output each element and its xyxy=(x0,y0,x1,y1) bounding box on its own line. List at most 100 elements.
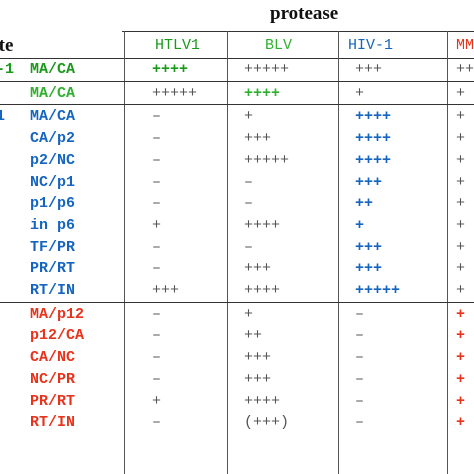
row-cleavage-value: ++++ xyxy=(244,216,281,234)
row-cleavage-value: +++ xyxy=(244,130,272,148)
row-site-label: NC/PR xyxy=(30,370,76,388)
row-cleavage-value: + xyxy=(355,216,365,234)
row-cleavage-value: – xyxy=(152,151,162,169)
row-site-label: MA/CA xyxy=(30,108,76,126)
row-site-label: MA/CA xyxy=(30,84,76,102)
row-site-label: p2/NC xyxy=(30,151,76,169)
row-site-label: CA/NC xyxy=(30,349,76,367)
row-cleavage-value: (+++) xyxy=(244,414,290,432)
row-cleavage-value: – xyxy=(152,108,162,126)
row-cleavage-value: + xyxy=(244,108,254,126)
row-site-label: CA/p2 xyxy=(30,130,76,148)
row-cleavage-value: + xyxy=(152,216,162,234)
row-cleavage-value: +++ xyxy=(244,349,272,367)
row-cleavage-value: +++ xyxy=(244,370,272,388)
table-title: protease xyxy=(270,3,339,24)
row-cleavage-value: ++++ xyxy=(244,282,281,299)
protease-header-hiv-1: HIV-1 xyxy=(348,37,394,54)
row-cleavage-value: + xyxy=(456,108,466,126)
row-cleavage-value: ++ xyxy=(456,61,474,78)
row-cleavage-value: – xyxy=(355,370,365,388)
row-site-label: RT/IN xyxy=(30,414,76,432)
row-cleavage-value: ++++ xyxy=(355,108,392,126)
row-cleavage-value: + xyxy=(456,282,466,299)
row-cleavage-value: ++++ xyxy=(244,84,281,102)
row-cleavage-value: + xyxy=(456,216,466,234)
row-cleavage-value: – xyxy=(355,305,365,323)
row-site-label: MA/p12 xyxy=(30,305,85,323)
row-prefix: 1 xyxy=(0,108,6,126)
row-cleavage-value: – xyxy=(152,349,162,367)
row-site-label: PR/RT xyxy=(30,392,76,410)
row-cleavage-value: – xyxy=(152,414,162,432)
protease-header-htlv1: HTLV1 xyxy=(155,37,201,54)
row-cleavage-value: + xyxy=(456,327,466,345)
row-prefix: -1 xyxy=(0,61,15,78)
row-cleavage-value: + xyxy=(355,84,365,102)
row-site-label: PR/RT xyxy=(30,260,76,278)
row-cleavage-value: + xyxy=(244,305,254,323)
row-cleavage-value: – xyxy=(152,238,162,256)
column-separator xyxy=(124,31,125,474)
row-cleavage-value: ++++ xyxy=(244,392,281,410)
row-cleavage-value: + xyxy=(456,370,466,388)
row-cleavage-value: + xyxy=(456,84,466,102)
row-cleavage-value: + xyxy=(456,173,466,191)
column-separator xyxy=(227,31,228,474)
row-cleavage-value: + xyxy=(456,392,466,410)
row-site-label: MA/CA xyxy=(30,61,76,78)
row-cleavage-value: – xyxy=(152,327,162,345)
row-site-label: TF/PR xyxy=(30,238,76,256)
row-site-label: p1/p6 xyxy=(30,195,76,213)
row-cleavage-value: – xyxy=(244,238,254,256)
row-cleavage-value: – xyxy=(355,327,365,345)
column-separator xyxy=(338,31,339,474)
row-cleavage-value: – xyxy=(355,414,365,432)
row-cleavage-value: – xyxy=(355,349,365,367)
row-cleavage-value: +++ xyxy=(355,173,383,191)
row-cleavage-value: +++ xyxy=(355,260,383,278)
row-site-label: p12/CA xyxy=(30,327,85,345)
row-site-label: NC/p1 xyxy=(30,173,76,191)
row-cleavage-value: + xyxy=(456,130,466,148)
row-cleavage-value: – xyxy=(152,305,162,323)
row-cleavage-value: +++++ xyxy=(355,282,401,299)
row-cleavage-value: + xyxy=(456,238,466,256)
row-cleavage-value: + xyxy=(456,260,466,278)
row-cleavage-value: + xyxy=(456,195,466,213)
row-cleavage-value: – xyxy=(244,195,254,213)
row-cleavage-value: – xyxy=(152,260,162,278)
row-cleavage-value: ++ xyxy=(244,327,263,345)
row-cleavage-value: +++ xyxy=(355,238,383,256)
row-cleavage-value: +++++ xyxy=(152,84,198,102)
row-cleavage-value: + xyxy=(456,349,466,367)
row-cleavage-value: – xyxy=(152,130,162,148)
row-cleavage-value: +++ xyxy=(152,282,180,299)
row-cleavage-value: – xyxy=(152,370,162,388)
row-cleavage-value: ++++ xyxy=(152,61,189,78)
row-cleavage-value: – xyxy=(244,173,254,191)
row-cleavage-value: +++++ xyxy=(244,61,290,78)
row-cleavage-value: – xyxy=(355,392,365,410)
protease-header-rule xyxy=(122,31,474,32)
row-cleavage-value: + xyxy=(456,414,466,432)
site-column-header: site xyxy=(0,35,14,56)
column-header-rule xyxy=(0,58,474,59)
row-cleavage-value: +++++ xyxy=(244,151,290,169)
row-cleavage-value: +++ xyxy=(244,260,272,278)
row-cleavage-value: – xyxy=(152,195,162,213)
protease-header-mm: MM xyxy=(456,37,474,54)
protease-header-blv: BLV xyxy=(265,37,293,54)
row-cleavage-value: + xyxy=(456,151,466,169)
column-separator xyxy=(447,31,448,474)
row-cleavage-value: + xyxy=(456,305,466,323)
row-site-label: RT/IN xyxy=(30,282,76,299)
group-separator xyxy=(0,301,474,303)
group-separator xyxy=(0,80,474,82)
group-separator xyxy=(0,104,474,106)
row-cleavage-value: ++ xyxy=(355,195,374,213)
row-cleavage-value: +++ xyxy=(355,61,383,78)
row-cleavage-value: ++++ xyxy=(355,130,392,148)
row-site-label: in p6 xyxy=(30,216,76,234)
row-cleavage-value: – xyxy=(152,173,162,191)
